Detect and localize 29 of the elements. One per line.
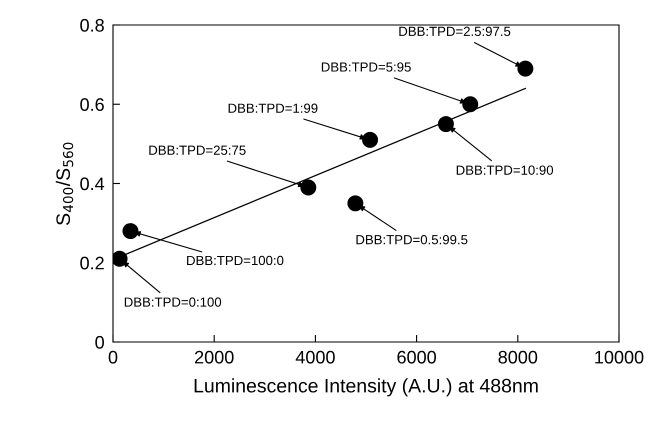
x-tick-label: 2000: [195, 350, 234, 364]
point: [300, 179, 316, 196]
annotation: DBB:TPD=1:99: [228, 104, 318, 113]
x-tick-label: 6000: [397, 350, 436, 364]
y-tick-label: 0.4: [80, 177, 104, 190]
y-tick-label: 0.2: [80, 256, 104, 270]
annotation: DBB:TPD=25:75: [149, 146, 246, 155]
point: [462, 96, 478, 112]
x-tick-label: 4000: [296, 350, 335, 364]
point: [113, 250, 128, 267]
x-tick-label: 8000: [498, 350, 538, 364]
y-tick-label: 0.8: [80, 18, 104, 32]
y-tick-label: 0: [95, 336, 104, 349]
annotation: DBB:TPD=2.5:97.5: [399, 26, 510, 36]
annotation: DBB:TPD=10:90: [456, 165, 554, 175]
y-tick-label: 0.6: [80, 98, 104, 111]
point: [362, 132, 378, 148]
y-axis-title: S$_{400}$/S$_{560}$: [56, 142, 74, 226]
annotation: DBB:TPD=5:95: [322, 62, 411, 72]
point: [347, 195, 364, 212]
annotation: DBB:TPD=0:100: [124, 297, 222, 307]
x-tick-label: 10000: [595, 350, 644, 364]
annotation: DBB:TPD=0.5:99.5: [356, 235, 468, 244]
point: [517, 60, 534, 77]
x-axis-title: Luminescence Intensity (A.U.) at 488nm: [194, 378, 538, 396]
x-tick-label: 0: [108, 350, 118, 364]
point: [122, 223, 138, 240]
annotation: DBB:TPD=100:0: [187, 256, 284, 266]
point: [438, 116, 454, 132]
